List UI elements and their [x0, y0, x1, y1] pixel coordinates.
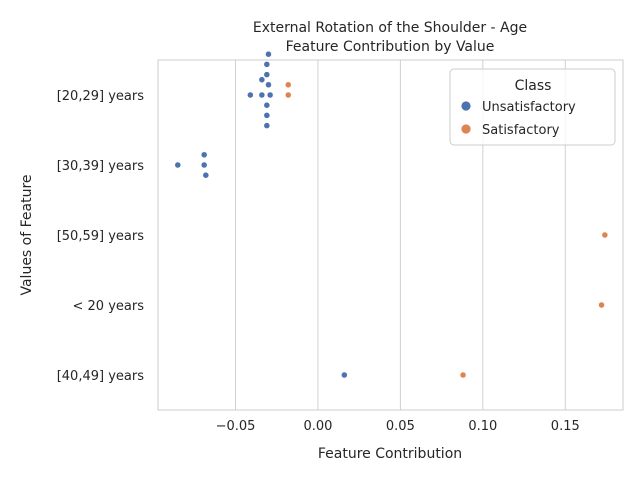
y-tick-label: [20,29] years: [57, 89, 144, 104]
data-point-unsatisfactory: [174, 161, 182, 169]
x-tick-label: 0.15: [551, 419, 580, 434]
legend-label-unsatisfactory: Unsatisfactory: [482, 100, 576, 115]
data-point-unsatisfactory: [202, 171, 210, 179]
data-point-unsatisfactory: [341, 371, 348, 379]
x-axis-ticks: −0.05 0.00 0.05 0.10 0.15: [216, 419, 580, 434]
plot-frame: [157, 59, 624, 411]
data-point-satisfactory: [601, 231, 609, 239]
legend-marker-unsatisfactory: [460, 100, 472, 112]
data-point-unsatisfactory: [263, 101, 271, 109]
y-axis-title: Values of Feature: [19, 174, 35, 295]
y-tick-label: [30,39] years: [57, 159, 144, 174]
data-point-satisfactory: [285, 91, 292, 99]
x-axis-title: Feature Contribution: [318, 446, 462, 462]
data-point-unsatisfactory: [200, 161, 208, 169]
data-point-unsatisfactory: [265, 50, 272, 58]
chart-title-line1: External Rotation of the Shoulder - Age: [253, 20, 527, 36]
legend: Class Unsatisfactory Satisfactory: [449, 68, 616, 146]
data-point-unsatisfactory: [263, 112, 271, 119]
legend-box: [449, 68, 616, 146]
data-point-unsatisfactory: [200, 151, 208, 159]
y-tick-label: < 20 years: [73, 299, 145, 314]
chart-title-line2: Feature Contribution by Value: [286, 39, 495, 55]
data-point-unsatisfactory: [263, 122, 271, 129]
data-point-satisfactory: [285, 81, 292, 89]
data-point-unsatisfactory: [265, 81, 272, 89]
x-tick-label: 0.00: [303, 419, 332, 434]
data-point-unsatisfactory: [263, 71, 271, 78]
points-layer: [174, 50, 609, 379]
x-tick-label: 0.05: [386, 419, 415, 434]
x-tick-label: 0.10: [468, 419, 497, 434]
data-point-unsatisfactory: [258, 91, 266, 99]
data-point-unsatisfactory: [263, 61, 271, 68]
y-tick-label: [40,49] years: [57, 369, 144, 384]
data-point-unsatisfactory: [247, 91, 254, 99]
legend-label-satisfactory: Satisfactory: [482, 123, 560, 138]
legend-title: Class: [515, 78, 552, 94]
data-point-unsatisfactory: [258, 76, 266, 83]
x-tick-label: −0.05: [216, 419, 256, 434]
data-point-satisfactory: [459, 371, 467, 379]
y-tick-label: [50,59] years: [57, 229, 144, 244]
data-point-unsatisfactory: [266, 91, 274, 99]
legend-marker-satisfactory: [460, 123, 472, 135]
data-point-satisfactory: [598, 301, 605, 309]
y-axis-ticks: [20,29] years [30,39] years [50,59] years <…: [57, 89, 144, 384]
